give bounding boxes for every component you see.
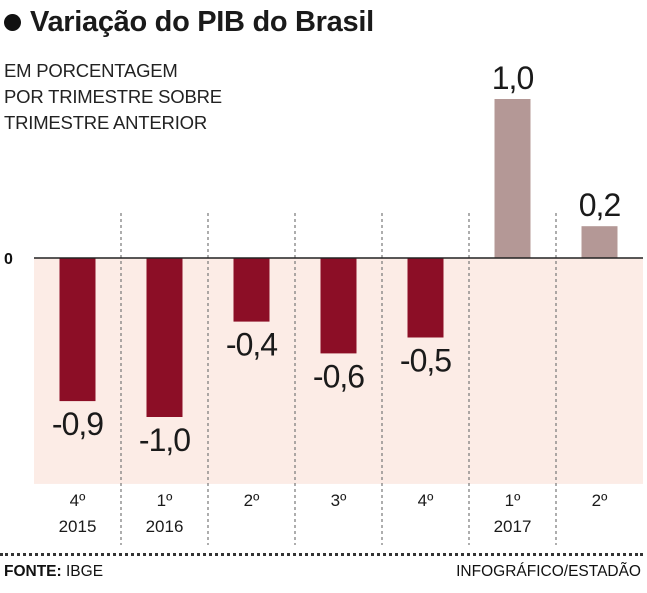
- x-tick-label: 2º: [244, 491, 260, 510]
- chart-subtitle: EM PORCENTAGEM POR TRIMESTRE SOBRE TRIME…: [4, 60, 222, 133]
- footer-divider: [0, 553, 643, 556]
- bar: [581, 226, 618, 258]
- source-label: FONTE:: [4, 563, 62, 580]
- value-label: -1,0: [139, 422, 190, 458]
- source-line: FONTE: IBGE: [4, 563, 103, 581]
- value-label: 0,2: [579, 187, 621, 223]
- x-tick-label: 4º: [70, 491, 86, 510]
- x-tick-year-label: 2017: [494, 517, 532, 536]
- x-tick-year-label: 2016: [146, 517, 184, 536]
- bar: [59, 258, 96, 402]
- x-tick-year-label: 2015: [59, 517, 97, 536]
- chart-title: Variação do PIB do Brasil: [30, 6, 374, 38]
- x-tick-label: 2º: [592, 491, 608, 510]
- x-tick-label: 1º: [157, 491, 173, 510]
- value-label: -0,4: [226, 327, 277, 363]
- bar: [146, 258, 183, 417]
- value-label: 1,0: [492, 60, 534, 96]
- chart-footer: FONTE: IBGE INFOGRÁFICO/ESTADÃO: [4, 563, 641, 581]
- x-tick-label: 1º: [505, 491, 521, 510]
- bar: [494, 99, 531, 258]
- bar: [407, 258, 444, 338]
- zero-label: 0: [4, 251, 13, 268]
- bullet-icon: [4, 14, 21, 31]
- value-label: -0,9: [52, 406, 103, 442]
- source-value: IBGE: [66, 563, 104, 580]
- bar: [233, 258, 270, 322]
- x-tick-label: 3º: [331, 491, 347, 510]
- value-label: -0,5: [400, 343, 451, 379]
- x-tick-label: 4º: [418, 491, 434, 510]
- bar-chart: 0 -0,9 4º 2015 -1,0 1º 2016 -0,4 2º -0,6 3º -0,5 4º 1…: [4, 60, 643, 545]
- value-label: -0,6: [313, 358, 364, 394]
- chart-header: Variação do PIB do Brasil: [4, 6, 374, 39]
- bar: [320, 258, 357, 354]
- credit-text: INFOGRÁFICO/ESTADÃO: [456, 563, 641, 580]
